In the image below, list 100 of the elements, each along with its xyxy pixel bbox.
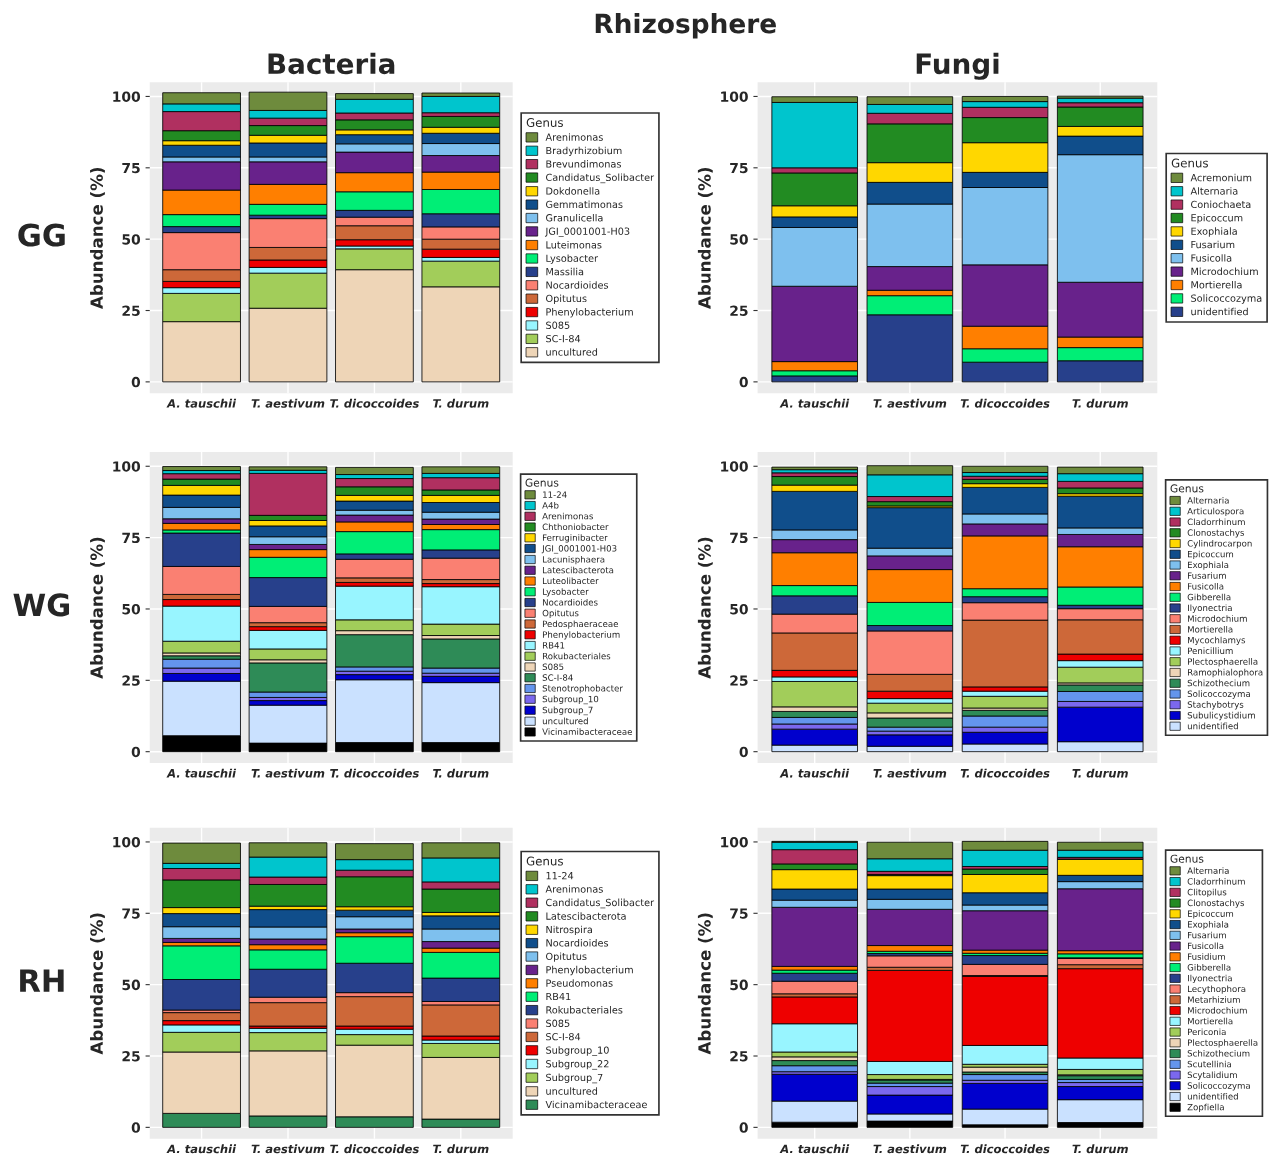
legend-label: SC-I-84 bbox=[546, 334, 581, 343]
legend-label: Coniochaeta bbox=[1191, 200, 1251, 209]
legend-label: 11-24 bbox=[546, 871, 574, 880]
legend-label: Latescibacterota bbox=[542, 566, 614, 574]
y-tick-label: 100 bbox=[721, 836, 748, 848]
legend-label: Fusarium bbox=[1188, 572, 1226, 579]
y-axis-title: Abundance (%) bbox=[90, 167, 105, 309]
y-tick-label: 25 bbox=[122, 675, 140, 686]
legend-label: Exophiala bbox=[1188, 920, 1229, 930]
y-axis-title: Abundance (%) bbox=[90, 537, 105, 679]
legend-label: Latescibacterota bbox=[546, 912, 626, 920]
legend-label: Alternaria bbox=[1190, 187, 1238, 195]
legend-label: Vicinamibacteraceae bbox=[542, 728, 632, 735]
x-tick-label: T. aestivum bbox=[873, 1144, 947, 1154]
y-tick-label: 25 bbox=[730, 305, 748, 316]
legend-label: uncultured bbox=[542, 717, 588, 725]
x-tick-label: T. durum bbox=[433, 1144, 489, 1154]
legend-label: Lysobacter bbox=[546, 254, 599, 264]
legend-label: Alternaria bbox=[1187, 867, 1229, 874]
y-tick-label: 50 bbox=[730, 234, 748, 245]
x-tick-label: A. tauschii bbox=[166, 398, 237, 408]
legend-title: Genus bbox=[1170, 484, 1204, 493]
legend-label: Bradyrhizobium bbox=[546, 146, 622, 157]
legend-label: SC-I-84 bbox=[546, 1033, 581, 1041]
legend-label: Subgroup_10 bbox=[542, 695, 599, 705]
legend-label: Epicoccum bbox=[1188, 550, 1234, 559]
legend-title: Genus bbox=[525, 478, 559, 487]
x-tick-label: T. aestivum bbox=[251, 398, 325, 408]
x-tick-label: T. durum bbox=[433, 398, 489, 408]
x-tick-label: T. durum bbox=[433, 768, 489, 778]
legend-label: Gibberella bbox=[1187, 963, 1231, 971]
legend-label: Nocardioides bbox=[546, 939, 609, 947]
text: WG bbox=[13, 593, 70, 617]
legend-label: Opitutus bbox=[546, 294, 587, 304]
x-tick-label: A. tauschii bbox=[166, 1144, 237, 1154]
x-tick-label: T. durum bbox=[1072, 1144, 1128, 1154]
y-tick-label: 25 bbox=[122, 305, 140, 316]
legend-label: Clonostachys bbox=[1187, 529, 1245, 538]
y-tick-label: 50 bbox=[122, 603, 141, 615]
x-tick-label: T. dicoccoides bbox=[960, 768, 1050, 778]
y-tick-label: 0 bbox=[131, 1122, 141, 1133]
y-axis-title: Abundance (%) bbox=[90, 913, 105, 1055]
legend-label: Fusarium bbox=[1188, 931, 1226, 939]
legend-label: Chthoniobacter bbox=[542, 523, 609, 531]
legend-label: S085 bbox=[546, 321, 570, 329]
y-tick-label: 25 bbox=[730, 675, 748, 686]
legend-label: S085 bbox=[542, 663, 564, 671]
legend-label: Scytalidium bbox=[1187, 1071, 1237, 1080]
legend-label: Subgroup_7 bbox=[546, 1073, 603, 1084]
legend-label: Cladorrhinum bbox=[1187, 877, 1245, 885]
legend-label: Microdochium bbox=[1188, 615, 1247, 622]
legend-label: Periconia bbox=[1188, 1028, 1226, 1036]
legend-label: Opitutus bbox=[546, 952, 587, 962]
legend-label: Subulicystidium bbox=[1187, 711, 1255, 721]
legend-label: Subgroup_7 bbox=[542, 706, 593, 716]
legend-label: Epicoccum bbox=[1191, 213, 1243, 224]
legend-label: Arenimonas bbox=[545, 885, 603, 893]
text: Rhizosphere bbox=[595, 13, 776, 39]
y-tick-label: 50 bbox=[730, 603, 748, 615]
legend-label: unidentified bbox=[1187, 722, 1238, 730]
y-tick-label: 0 bbox=[739, 1122, 748, 1133]
x-tick-label: T. durum bbox=[1072, 398, 1128, 408]
legend-label: Candidatus_Solibacter bbox=[546, 898, 655, 909]
legend-label: Mortierella bbox=[1188, 625, 1233, 633]
legend-label: Ilyonectria bbox=[1188, 604, 1232, 613]
x-tick-label: T. durum bbox=[1072, 768, 1128, 778]
x-tick-label: T. aestivum bbox=[873, 768, 947, 778]
x-tick-label: T. dicoccoides bbox=[330, 768, 419, 778]
legend-label: Lysobacter bbox=[542, 588, 589, 597]
legend-label: Luteimonas bbox=[546, 241, 602, 249]
y-tick-label: 75 bbox=[122, 532, 140, 544]
y-tick-label: 25 bbox=[730, 1050, 748, 1062]
legend-label: Solicoccozyma bbox=[1187, 690, 1250, 699]
y-tick-label: 0 bbox=[131, 746, 141, 758]
legend-label: Clitopilus bbox=[1187, 888, 1227, 898]
y-tick-label: 0 bbox=[739, 376, 748, 388]
legend-label: Subgroup_22 bbox=[546, 1059, 609, 1070]
legend-label: S085 bbox=[546, 1019, 570, 1027]
y-axis-title: Abundance (%) bbox=[697, 537, 713, 679]
legend-label: Mycochlamys bbox=[1188, 636, 1246, 645]
legend-label: 11-24 bbox=[543, 491, 567, 498]
x-tick-label: A. tauschii bbox=[779, 1144, 850, 1154]
legend-label: Nitrospira bbox=[546, 925, 592, 936]
legend-label: Candidatus_Solibacter bbox=[546, 173, 655, 184]
legend-label: Schizothecium bbox=[1187, 1049, 1250, 1057]
y-tick-label: 75 bbox=[730, 532, 748, 544]
legend-label: JGI_0001001-H03 bbox=[541, 545, 617, 554]
legend-label: Microdochium bbox=[1191, 267, 1258, 276]
legend-label: Arenimonas bbox=[545, 133, 603, 141]
y-tick-label: 50 bbox=[122, 234, 141, 245]
legend-label: Granulicella bbox=[546, 213, 603, 222]
legend-label: Ilyonectria bbox=[1188, 974, 1232, 984]
legend-label: Subgroup_10 bbox=[546, 1046, 609, 1056]
legend-label: Metarhizium bbox=[1188, 996, 1240, 1003]
y-axis-title: Abundance (%) bbox=[697, 167, 713, 309]
x-tick-label: T. dicoccoides bbox=[960, 1144, 1050, 1154]
legend-label: Solicoccozyma bbox=[1187, 1082, 1250, 1091]
y-tick-label: 100 bbox=[721, 461, 748, 472]
legend-label: Fusicolla bbox=[1188, 942, 1224, 950]
legend-label: Dokdonella bbox=[546, 187, 600, 195]
